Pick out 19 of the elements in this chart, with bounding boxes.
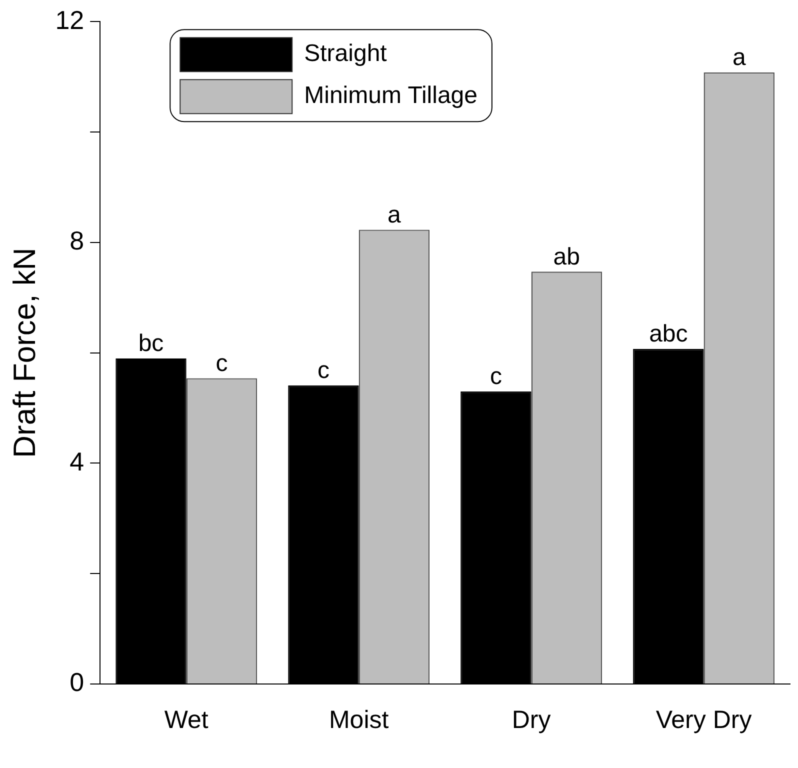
y-tick-label: 4 [70, 446, 84, 476]
data-label: c [216, 350, 228, 377]
data-label: bc [138, 330, 164, 357]
data-label: c [490, 363, 502, 390]
y-tick-label: 8 [70, 226, 84, 256]
legend-label: Straight [304, 40, 388, 68]
x-tick-label: Very Dry [656, 706, 752, 734]
data-label: a [388, 201, 402, 228]
y-tick-label: 12 [55, 4, 84, 35]
y-axis-title: Draft Force, kN [7, 248, 42, 458]
legend-label: Minimum Tillage [304, 82, 478, 110]
x-tick-label: Wet [164, 706, 208, 734]
x-tick-label: Dry [512, 706, 552, 734]
data-label: ab [553, 243, 580, 270]
data-label: c [317, 356, 330, 384]
x-tick-label: Moist [328, 706, 389, 734]
y-tick-label: 0 [70, 667, 84, 698]
data-label: abc [649, 320, 688, 348]
data-label: a [732, 44, 746, 72]
